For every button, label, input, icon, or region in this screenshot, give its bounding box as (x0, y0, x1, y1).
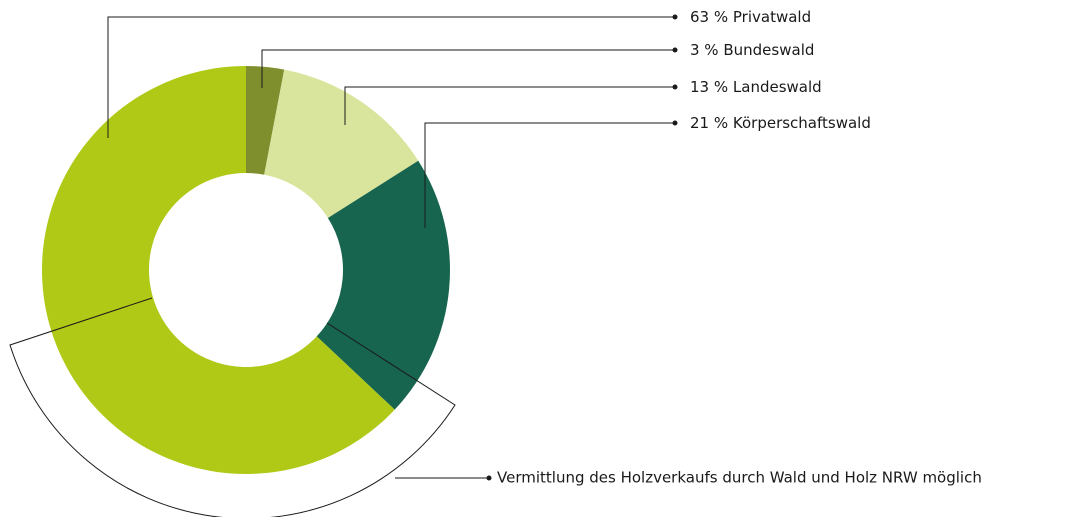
leader-dot (486, 475, 492, 481)
donut (42, 66, 451, 474)
leader-dot (672, 84, 678, 90)
leader-dot (672, 14, 678, 20)
value-label: 13 % (690, 78, 728, 96)
leader-dot (672, 120, 678, 126)
leader-line (107, 16, 675, 138)
slice (316, 160, 451, 410)
value-label: 21 % (690, 114, 728, 132)
value-label: 3 % (690, 41, 719, 59)
leader-line (424, 122, 675, 228)
annotation: Vermittlung des Holzverkaufs durch Wald … (497, 469, 982, 487)
value-label: 63 % (690, 8, 728, 26)
leader-dot (672, 47, 678, 53)
legend-label: 3 % Bundeswald (690, 41, 814, 59)
category-label: Körperschaftswald (733, 114, 871, 132)
slice (246, 66, 285, 175)
slice (42, 66, 395, 474)
legend-label: 13 % Landeswald (690, 78, 822, 96)
category-label: Privatwald (733, 8, 811, 26)
category-label: Landeswald (733, 78, 822, 96)
leader-line (261, 49, 675, 88)
leader-line (344, 86, 675, 125)
category-label: Bundeswald (723, 41, 814, 59)
legend-label: 21 % Körperschaftswald (690, 114, 871, 132)
slice (264, 69, 419, 219)
bracket (9, 297, 456, 517)
legend-label: 63 % Privatwald (690, 8, 811, 26)
